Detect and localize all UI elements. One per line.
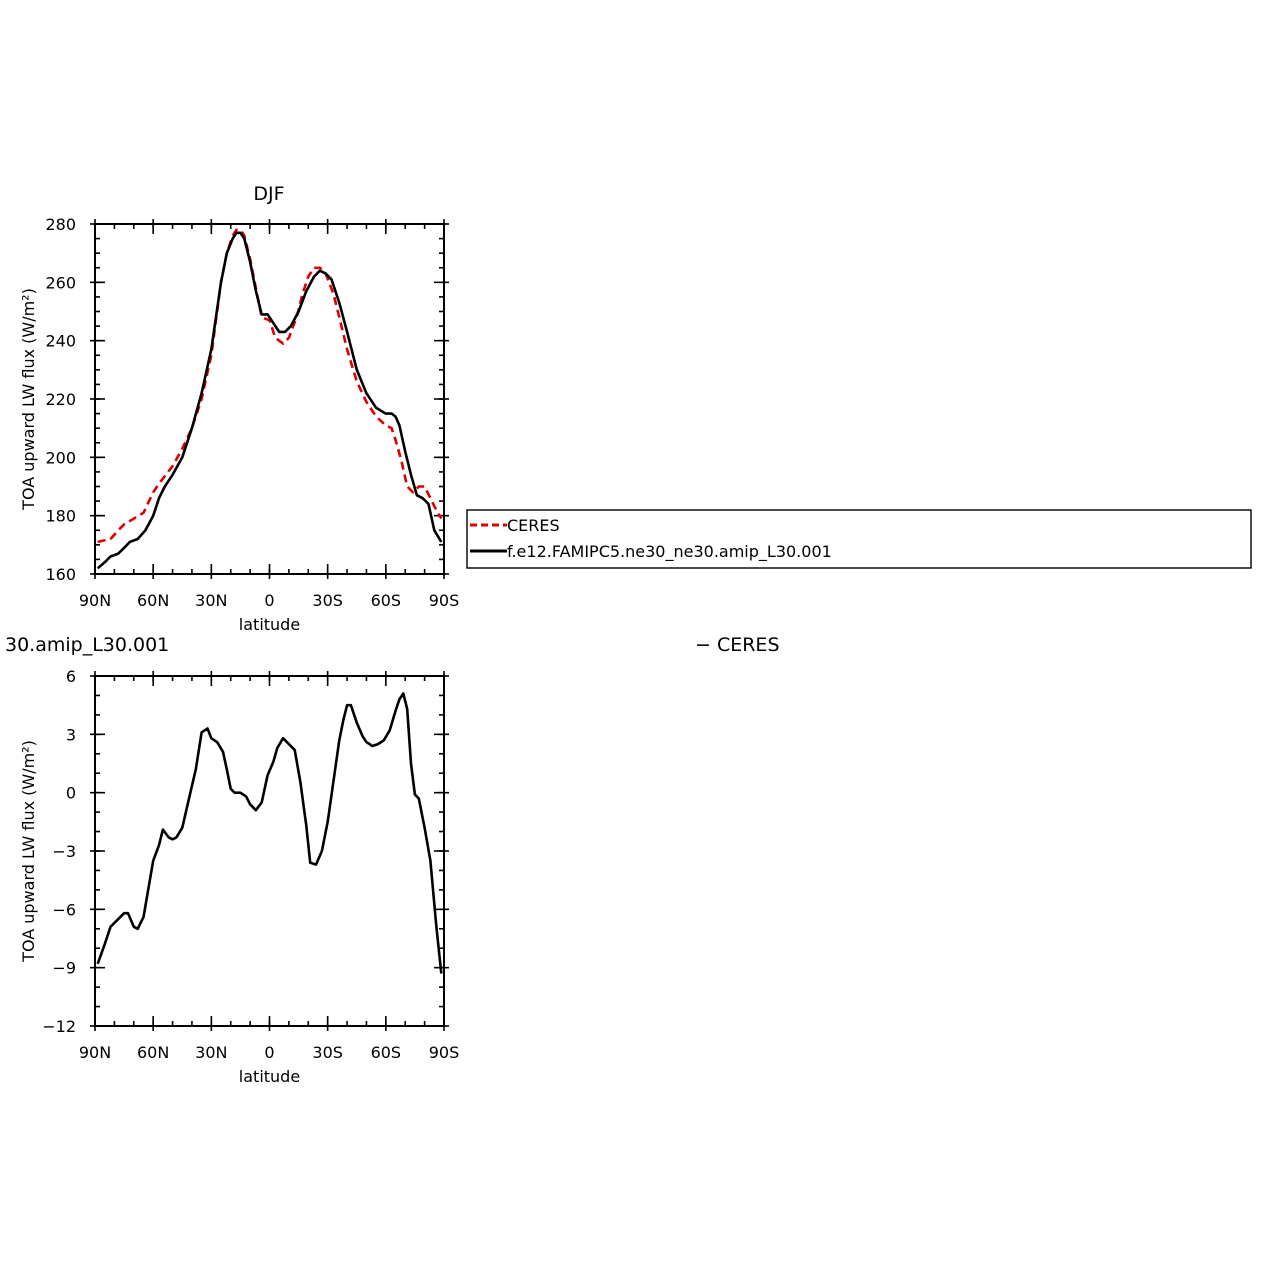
x-tick-label: 30N bbox=[195, 1043, 227, 1062]
x-tick-label: 30S bbox=[312, 591, 343, 610]
y-tick-label: −12 bbox=[42, 1017, 76, 1036]
plot-frame bbox=[94, 223, 445, 575]
plot-frame bbox=[94, 675, 445, 1027]
x-tick-label: 60N bbox=[137, 591, 169, 610]
y-tick-label: −3 bbox=[52, 842, 76, 861]
y-tick-label: 280 bbox=[45, 215, 76, 234]
y-tick-label: 220 bbox=[45, 390, 76, 409]
y-tick-label: 160 bbox=[45, 565, 76, 584]
y-tick-label: 260 bbox=[45, 273, 76, 292]
legend-box bbox=[466, 509, 1252, 569]
y-axis-label: TOA upward LW flux (W/m²) bbox=[19, 740, 38, 963]
legend-label-ceres: CERES bbox=[507, 516, 560, 535]
x-tick-label: 0 bbox=[264, 1043, 274, 1062]
x-tick-label: 0 bbox=[264, 591, 274, 610]
legend-label-model: f.e12.FAMIPC5.ne30_ne30.amip_L30.001 bbox=[507, 542, 832, 562]
y-tick-label: 0 bbox=[66, 784, 76, 803]
x-tick-label: 60S bbox=[371, 1043, 402, 1062]
y-axis-label: TOA upward LW flux (W/m²) bbox=[19, 288, 38, 511]
series-line-model bbox=[96, 231, 443, 570]
y-tick-label: 3 bbox=[66, 725, 76, 744]
y-tick-label: −6 bbox=[52, 900, 76, 919]
y-tick-label: 180 bbox=[45, 507, 76, 526]
x-tick-label: 30N bbox=[195, 591, 227, 610]
x-tick-label: 90N bbox=[79, 1043, 111, 1062]
x-tick-label: 90S bbox=[429, 591, 460, 610]
x-tick-label: 30S bbox=[312, 1043, 343, 1062]
legend: CERES f.e12.FAMIPC5.ne30_ne30.amip_L30.0… bbox=[466, 509, 1252, 569]
chart-title: DJF bbox=[253, 183, 284, 205]
series-line-model bbox=[96, 692, 443, 974]
djf-panel: DJF 90N 60N 30N 0 30S 60S 90S 160 180 200 220 240 260… bbox=[19, 183, 459, 634]
y-tick-label: 6 bbox=[66, 667, 76, 686]
chart-title-right: − CERES bbox=[695, 634, 780, 656]
x-tick-label: 60S bbox=[371, 591, 402, 610]
x-axis-label: latitude bbox=[239, 615, 300, 634]
y-tick-label: 240 bbox=[45, 332, 76, 351]
y-tick-label: −9 bbox=[52, 959, 76, 978]
x-tick-label: 90N bbox=[79, 591, 111, 610]
difference-panel: 30.amip_L30.001 − CERES 90N 60N 30N 0 30S 60S 90… bbox=[5, 634, 780, 1086]
series-line-ceres bbox=[97, 228, 443, 544]
x-tick-label: 60N bbox=[137, 1043, 169, 1062]
x-tick-label: 90S bbox=[429, 1043, 460, 1062]
x-axis-label: latitude bbox=[239, 1067, 300, 1086]
chart-title: 30.amip_L30.001 bbox=[5, 634, 169, 656]
y-tick-label: 200 bbox=[45, 448, 76, 467]
